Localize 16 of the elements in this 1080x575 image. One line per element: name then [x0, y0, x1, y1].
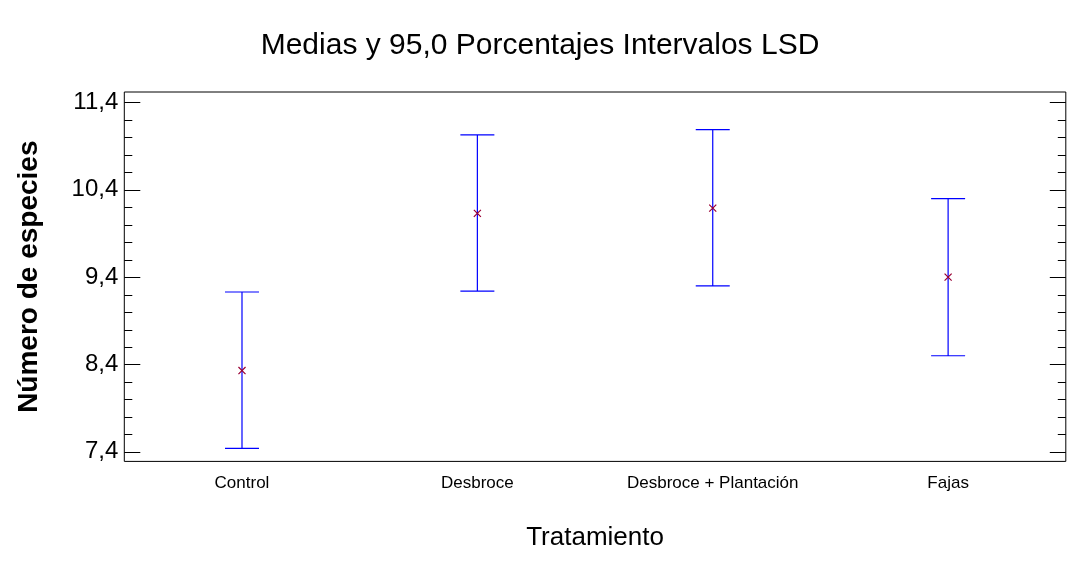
x-tick-label: Desbroce + Plantación	[626, 473, 799, 493]
x-axis-title: Tratamiento	[526, 520, 664, 551]
y-tick-label: 8,4	[84, 349, 119, 377]
x-tick-label: Control	[214, 473, 270, 493]
y-tick-label: 9,4	[84, 261, 119, 289]
point	[473, 209, 482, 218]
point	[943, 273, 953, 282]
y-tick-label: 11,4	[73, 87, 119, 115]
point	[237, 366, 247, 375]
point	[708, 204, 717, 213]
y-tick-label: 7,4	[84, 436, 119, 464]
y-tick-label: 10,4	[71, 174, 119, 202]
y-axis-title: Número de especies	[11, 140, 43, 413]
x-tick-label: Desbroce	[440, 473, 514, 493]
x-tick-label: Fajas	[927, 473, 969, 493]
chart-title: Medias y 95,0 Porcentajes Intervalos LSD	[260, 27, 820, 61]
